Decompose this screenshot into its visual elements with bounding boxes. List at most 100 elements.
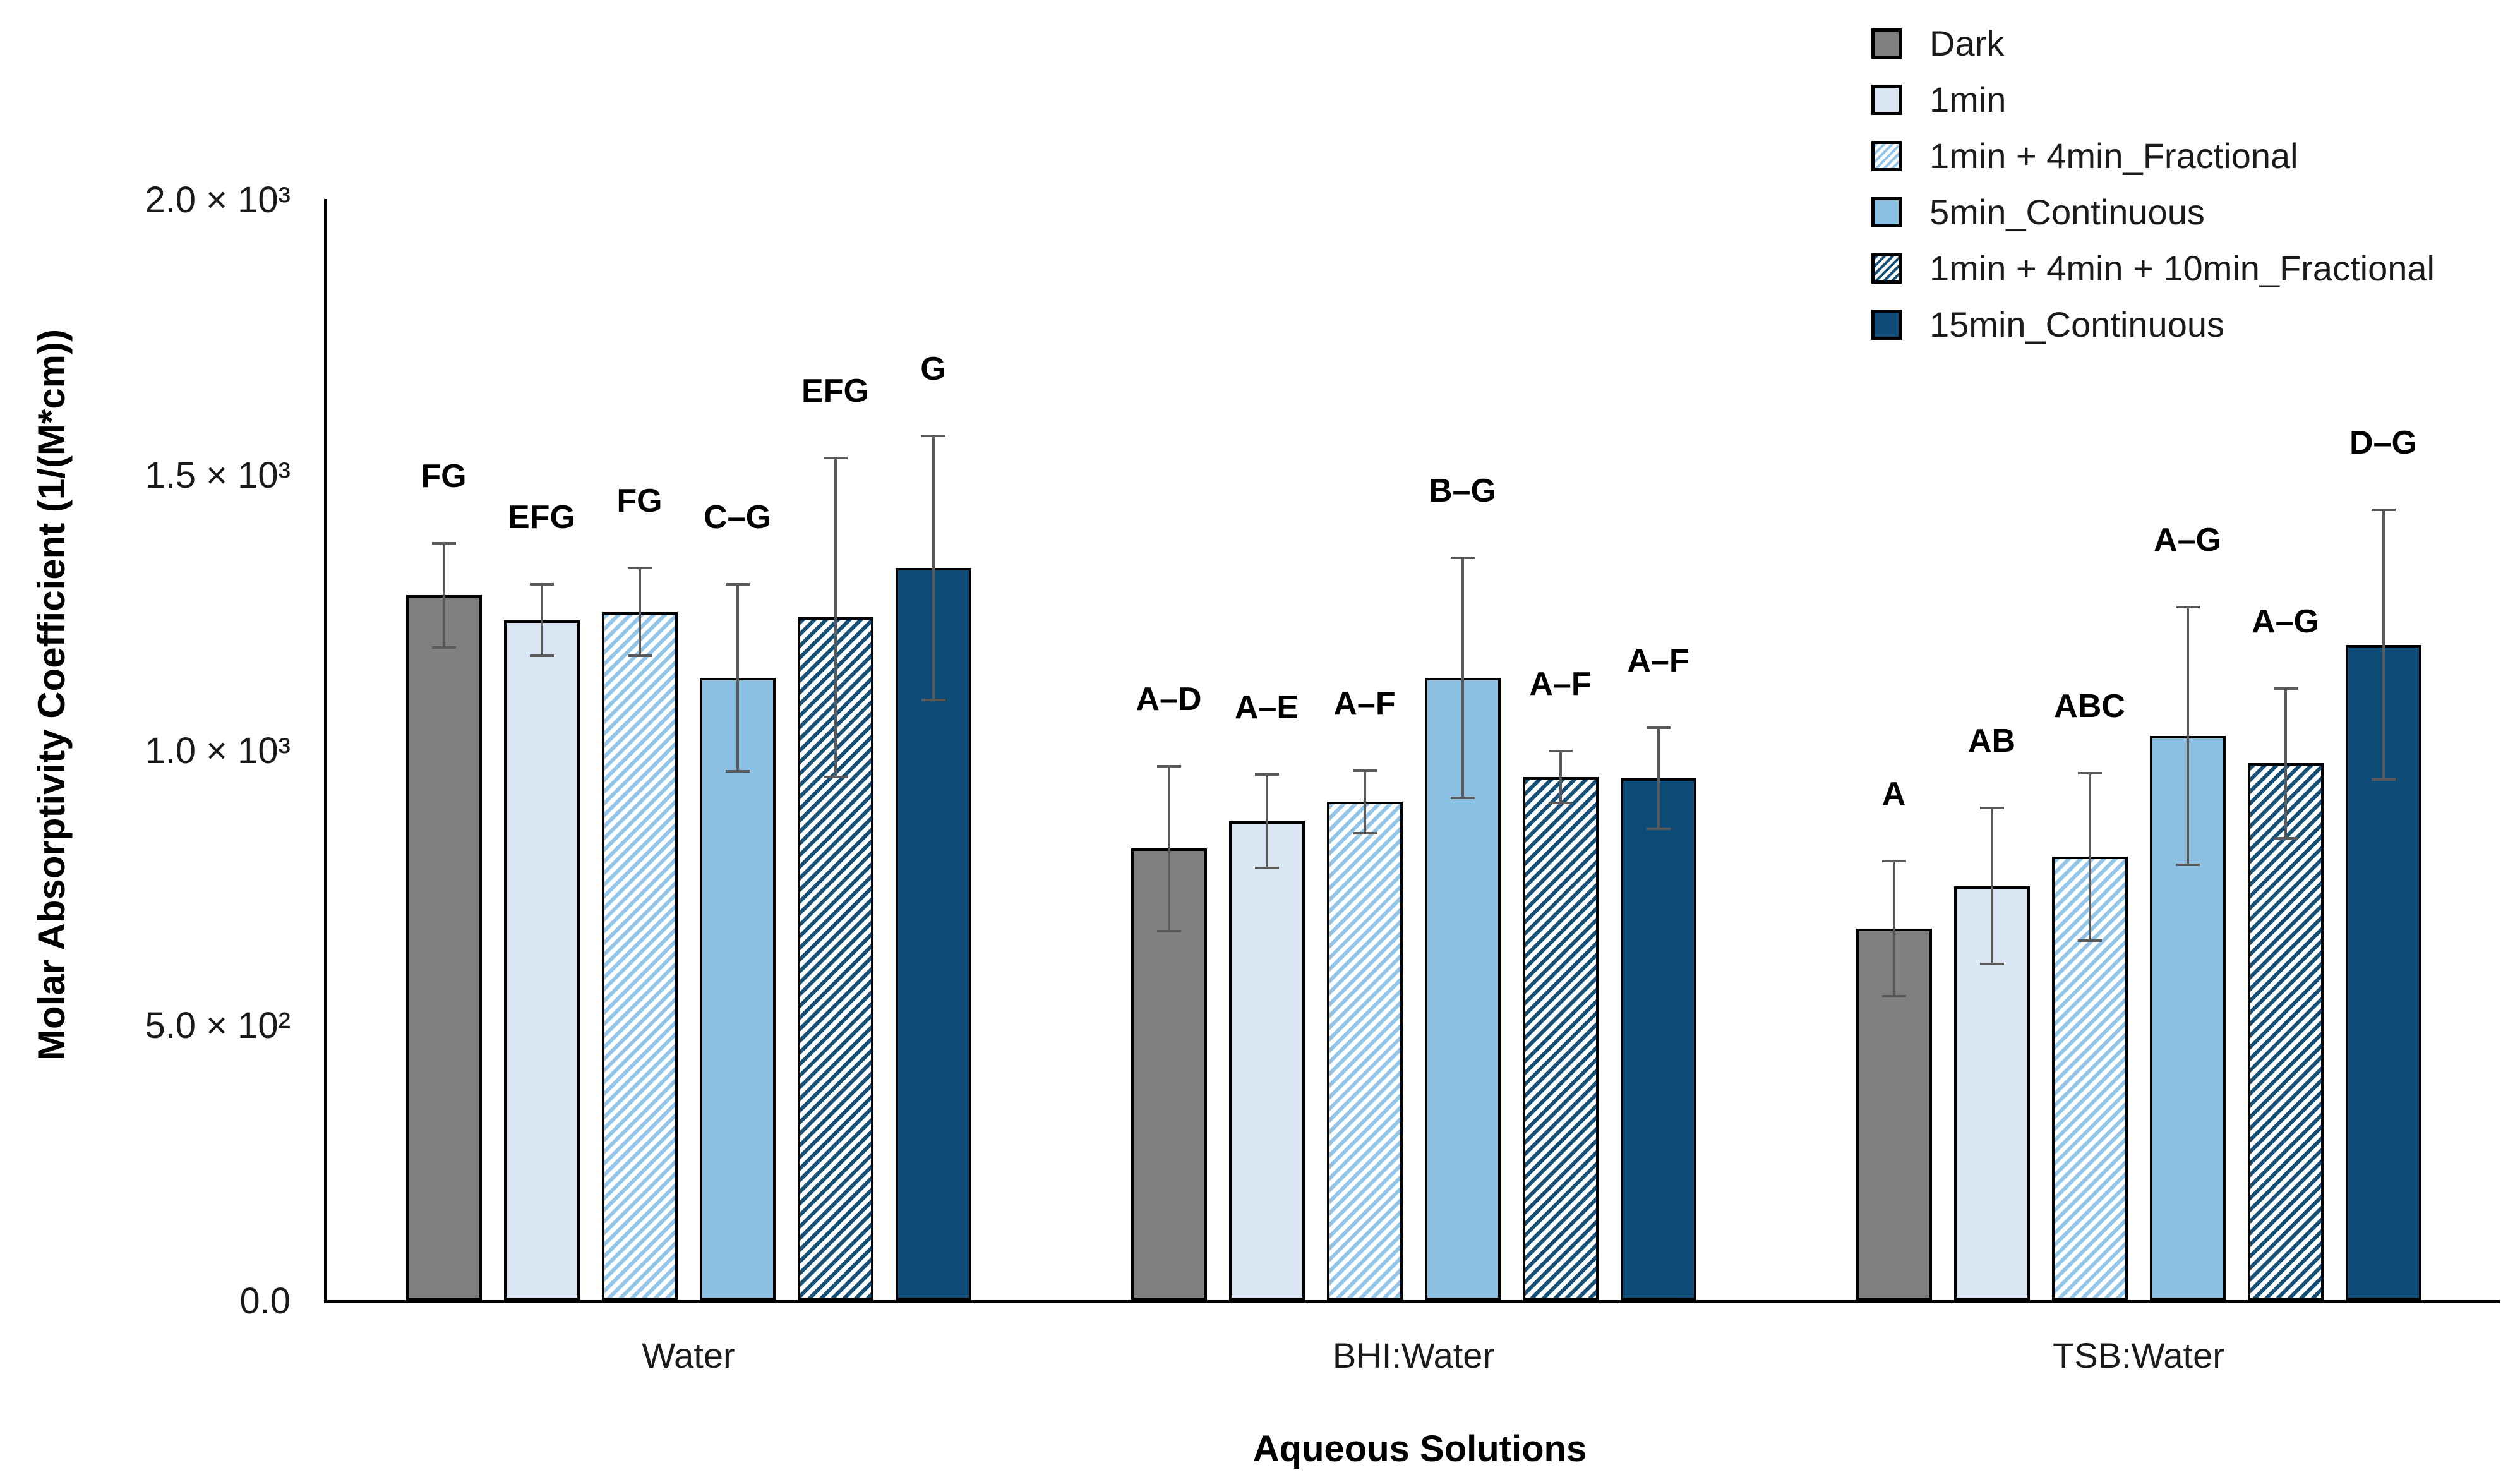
error-bar [834, 457, 837, 778]
legend-swatch [1871, 253, 1902, 284]
y-tick-label: 2.0 × 10³ [145, 179, 291, 220]
legend-item: 1min [1871, 71, 2435, 128]
y-tick-label: 5.0 × 10² [145, 1005, 291, 1047]
bar-5min-continuous [699, 678, 776, 1300]
bar-dark [405, 595, 482, 1300]
legend-label: 15min_Continuous [1929, 304, 2224, 344]
significance-letters: FG [421, 457, 467, 495]
x-category-label: TSB:Water [2053, 1335, 2224, 1375]
significance-letters: A–D [1136, 680, 1202, 718]
legend-swatch [1871, 196, 1902, 227]
error-cap-top [1450, 557, 1475, 560]
error-cap-top [2077, 771, 2102, 774]
significance-letters: B–G [1429, 473, 1496, 510]
error-bar [638, 567, 641, 656]
significance-letters: G [920, 350, 946, 387]
error-cap-bottom [1254, 866, 1279, 869]
x-category-label: BHI:Water [1332, 1335, 1495, 1375]
bar-15min-continuous [1620, 778, 1696, 1300]
error-cap-top [1646, 726, 1671, 729]
legend-swatch [1871, 84, 1902, 115]
error-cap-bottom [725, 770, 750, 773]
error-bar [1461, 558, 1464, 798]
error-cap-bottom [529, 654, 554, 658]
error-cap-top [1352, 769, 1377, 772]
legend: Dark 1min 1min + 4min_Fractional 5min_Conti… [1871, 15, 2435, 352]
error-bar [1559, 751, 1562, 804]
legend-label: 1min [1929, 79, 2007, 119]
error-bar [2088, 773, 2091, 941]
error-cap-bottom [2371, 778, 2396, 781]
legend-item: 15min_Continuous [1871, 296, 2435, 352]
error-cap-bottom [1156, 930, 1181, 933]
error-cap-bottom [1881, 994, 1906, 997]
error-cap-top [1254, 773, 1279, 776]
error-cap-top [627, 566, 652, 569]
bar-1min-4min-10min-fractional [1522, 777, 1599, 1300]
error-cap-top [823, 456, 848, 459]
legend-label: 5min_Continuous [1929, 191, 2205, 232]
significance-letters: AB [1967, 722, 2016, 759]
legend-swatch [1871, 309, 1902, 340]
y-tick-label: 0.0 [239, 1280, 291, 1322]
bar-1min-4min-fractional [601, 611, 678, 1300]
legend-item: Dark [1871, 15, 2435, 71]
error-cap-bottom [1979, 963, 2004, 966]
bar-1min-4min-fractional [1326, 802, 1403, 1300]
error-cap-bottom [2175, 863, 2200, 866]
error-cap-top [2273, 687, 2298, 690]
error-cap-bottom [2077, 939, 2102, 942]
error-cap-top [725, 583, 750, 586]
error-cap-top [1881, 859, 1906, 862]
error-bar [2186, 606, 2189, 865]
significance-letters: A–F [1627, 642, 1689, 679]
error-cap-top [1156, 764, 1181, 768]
error-bar [1167, 766, 1170, 932]
error-bar [540, 584, 543, 656]
significance-letters: A–F [1529, 666, 1592, 703]
significance-letters: A–F [1333, 685, 1396, 722]
error-cap-bottom [627, 654, 652, 658]
error-cap-top [1979, 806, 2004, 809]
significance-letters: A [1881, 775, 1906, 812]
error-bar [1657, 727, 1660, 829]
error-bar [736, 584, 739, 772]
error-cap-top [921, 434, 945, 437]
bar-1min-4min-fractional [2051, 857, 2128, 1300]
error-bar [1265, 774, 1268, 868]
legend-item: 1min + 4min + 10min_Fractional [1871, 240, 2435, 296]
error-bar [2382, 510, 2385, 780]
error-cap-bottom [2273, 836, 2298, 840]
bar-1min [503, 620, 580, 1300]
significance-letters: C–G [704, 499, 771, 536]
y-tick-label: 1.5 × 10³ [145, 454, 291, 496]
error-cap-top [2371, 509, 2396, 512]
error-cap-top [2175, 605, 2200, 608]
error-cap-bottom [1450, 797, 1475, 800]
error-bar [1990, 807, 1993, 965]
legend-label: Dark [1929, 23, 2005, 63]
x-axis-title: Aqueous Solutions [1252, 1428, 1587, 1469]
legend-swatch [1871, 140, 1902, 171]
error-bar [1363, 770, 1366, 833]
error-bar [2284, 688, 2287, 838]
legend-item: 5min_Continuous [1871, 184, 2435, 240]
error-cap-bottom [431, 646, 456, 649]
error-cap-bottom [823, 776, 848, 779]
y-axis-title: Molar Absorptivity Coefficient (1/(M*cm)… [30, 329, 73, 1061]
legend-label: 1min + 4min + 10min_Fractional [1929, 248, 2435, 288]
error-cap-bottom [1646, 828, 1671, 830]
significance-letters: A–G [2252, 603, 2319, 640]
y-tick-label: 1.0 × 10³ [145, 730, 291, 771]
legend-swatch [1871, 28, 1902, 59]
legend-item: 1min + 4min_Fractional [1871, 128, 2435, 184]
error-cap-top [431, 541, 456, 545]
significance-letters: A–G [2154, 521, 2221, 558]
significance-letters: D–G [2349, 425, 2417, 462]
error-cap-bottom [921, 699, 945, 702]
significance-letters: FG [616, 482, 663, 519]
error-cap-top [1548, 750, 1573, 753]
error-cap-bottom [1548, 802, 1573, 805]
legend-label: 1min + 4min_Fractional [1929, 135, 2298, 176]
